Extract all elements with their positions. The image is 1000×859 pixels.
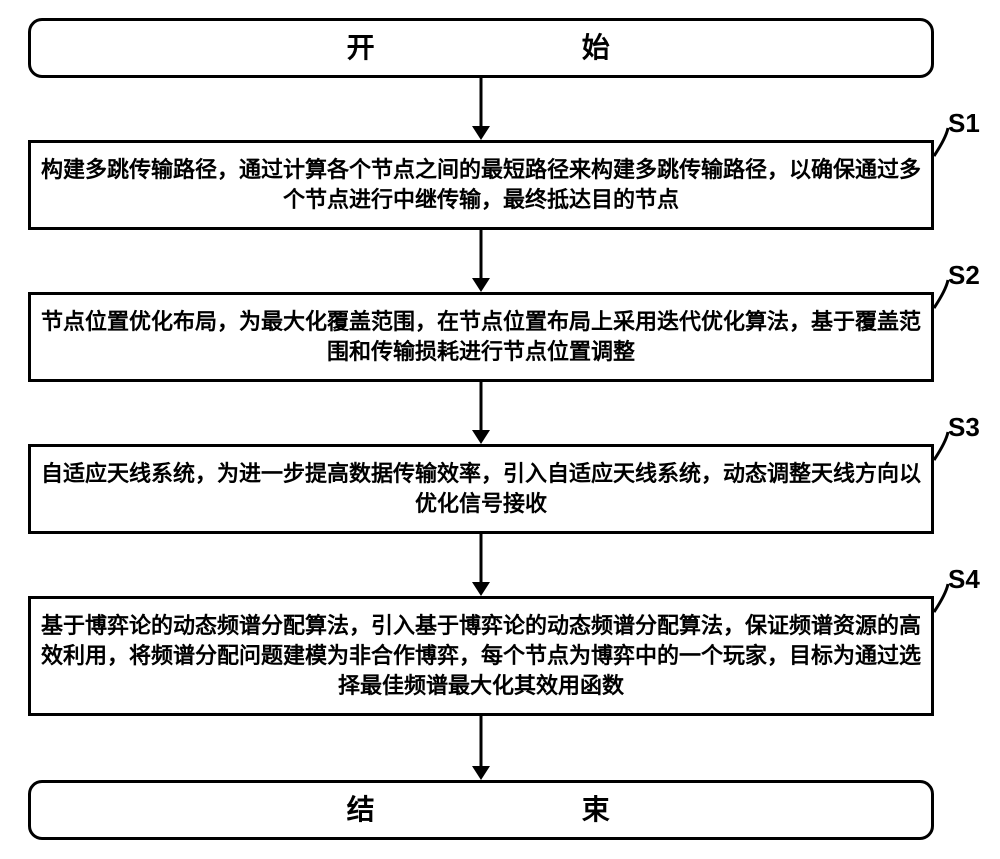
arrow-down-5 (0, 0, 1000, 859)
flowchart-canvas: 开 始 构建多跳传输路径，通过计算各个节点之间的最短路径来构建多跳传输路径，以确… (0, 0, 1000, 859)
